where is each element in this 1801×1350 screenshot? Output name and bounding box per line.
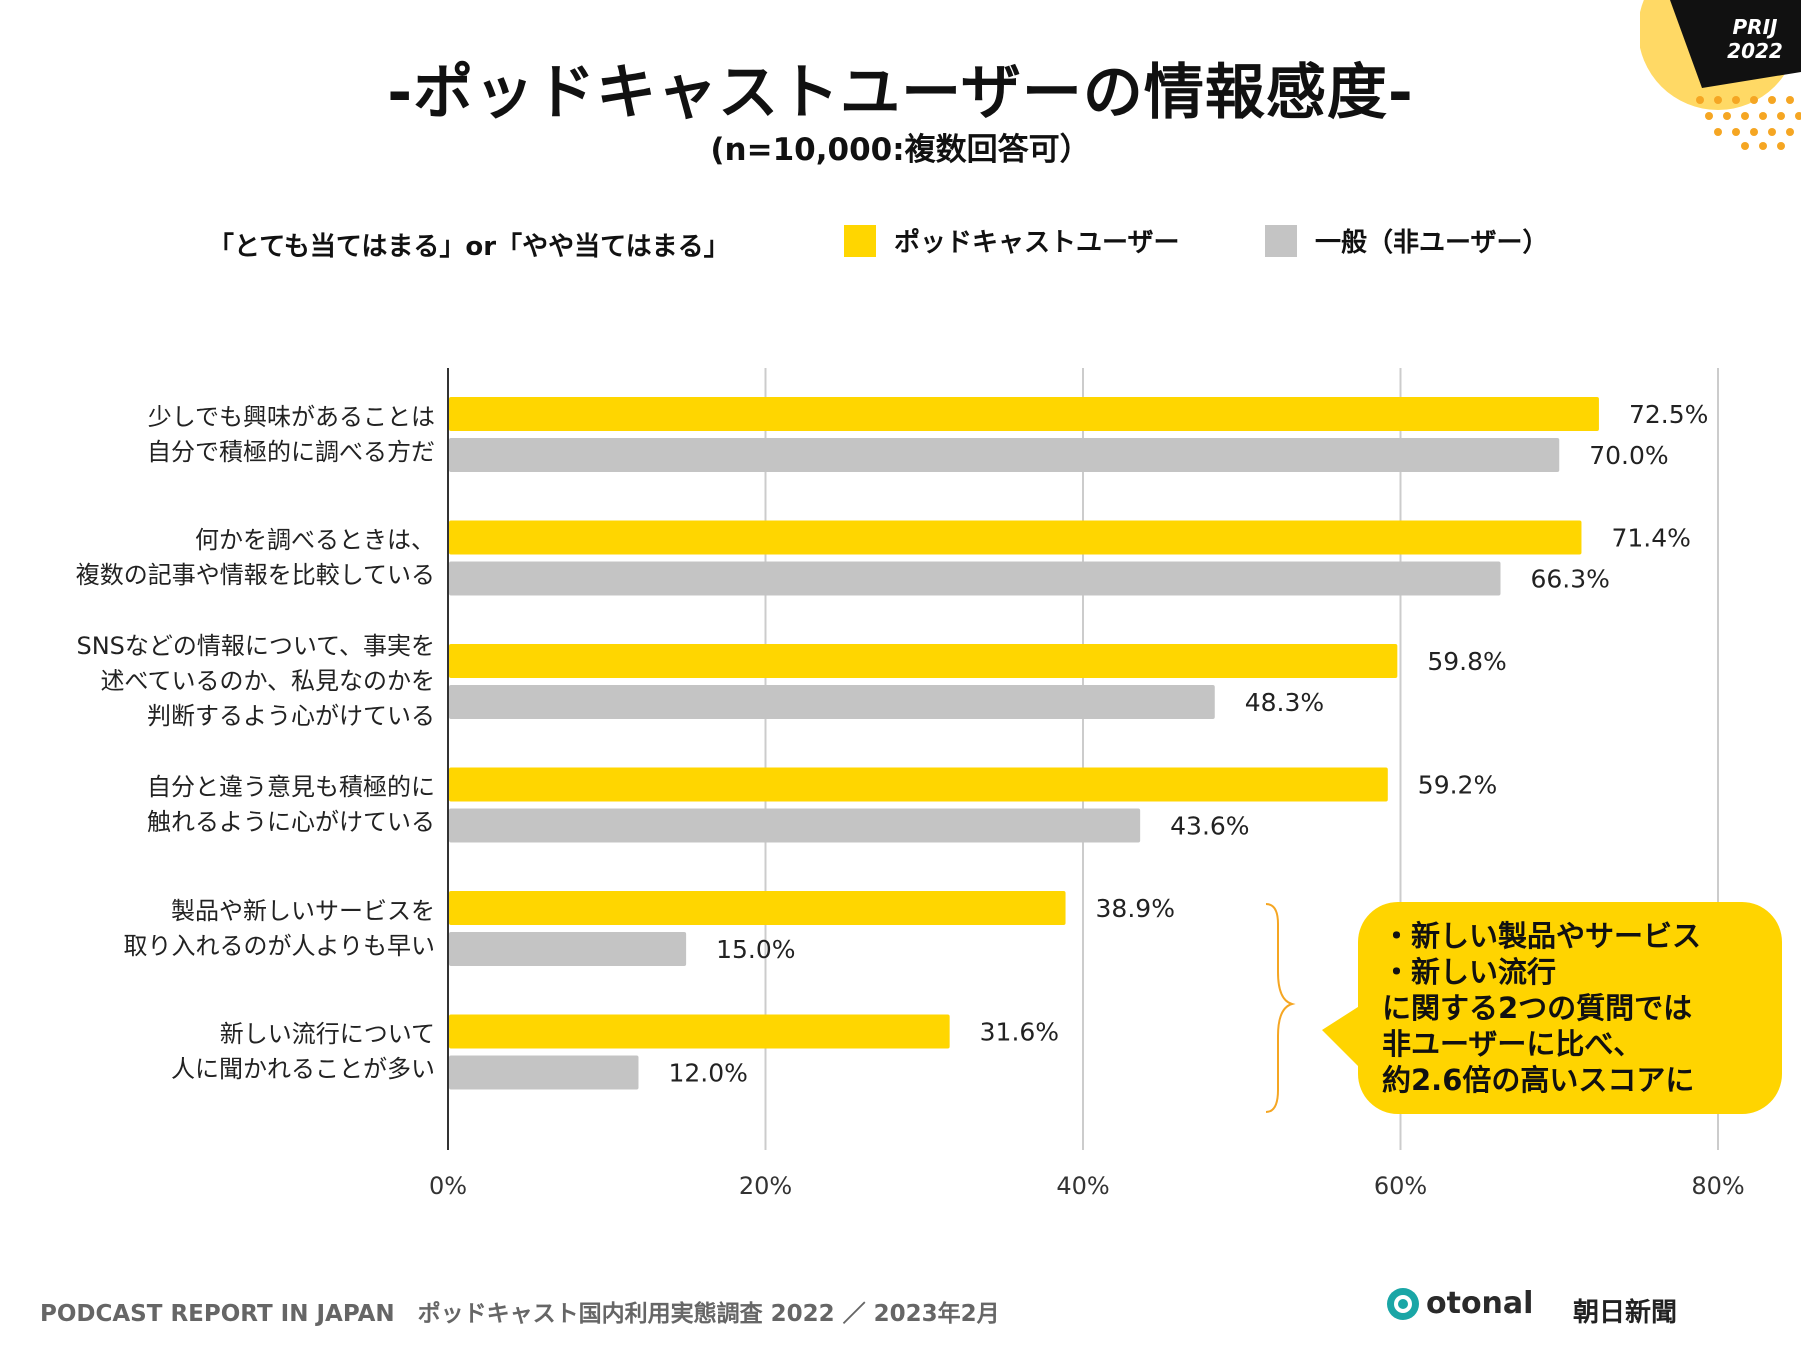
category-label-1: 何かを調べるときは、複数の記事や情報を比較している	[76, 523, 435, 593]
data-label-non-user-3: 43.6%	[1170, 812, 1249, 841]
legend-item-non-user: 一般（非ユーザー）	[1265, 222, 1548, 259]
bar-podcast-user-3	[449, 767, 1388, 802]
data-label-non-user-2: 48.3%	[1245, 688, 1324, 717]
category-label-line: 製品や新しいサービスを	[171, 896, 435, 925]
category-label-0: 少しでも興味があることは 自分で積極的に調べる方だ	[147, 400, 435, 470]
legend-swatch-yellow	[844, 224, 876, 257]
bar-podcast-user-0	[449, 397, 1599, 431]
data-label-podcast-user-1: 71.4%	[1611, 524, 1690, 553]
category-label-line: SNSなどの情報について、事実を	[76, 632, 435, 660]
data-label-podcast-user-2: 59.8%	[1427, 647, 1506, 676]
category-label-line: 判断するよう心がけている	[147, 702, 435, 730]
legend-caption: 「とても当てはまる」or「やや当てはまる」	[208, 232, 730, 262]
category-label-line: 取り入れるのが人よりも早い	[123, 931, 435, 960]
bar-non-user-1	[449, 561, 1501, 596]
footer-text: PODCAST REPORT IN JAPAN ポッドキャスト国内利用実態調査 …	[40, 1301, 1000, 1327]
page-subtitle: (n=10,000:複数回答可）	[710, 132, 1091, 168]
data-label-podcast-user-5: 31.6%	[980, 1018, 1059, 1047]
bar-non-user-5	[449, 1055, 639, 1090]
category-label-3: 自分と違う意見も積極的に 触れるように心がけている	[147, 770, 435, 840]
bar-podcast-user-2	[449, 644, 1398, 678]
data-label-podcast-user-3: 59.2%	[1418, 771, 1497, 800]
badge-line1: PRIJ	[1733, 15, 1779, 39]
data-label-non-user-0: 70.0%	[1589, 441, 1668, 470]
bar-podcast-user-4	[449, 891, 1066, 925]
category-label-4: 製品や新しいサービスを取り入れるのが人よりも早い	[123, 894, 435, 964]
x-tick-label-60: 60%	[1374, 1172, 1427, 1200]
bar-non-user-2	[449, 685, 1215, 719]
bar-non-user-0	[449, 438, 1560, 472]
data-label-non-user-1: 66.3%	[1531, 565, 1610, 594]
bar-non-user-3	[449, 808, 1141, 843]
otonal-logo: otonal	[1386, 1286, 1533, 1321]
callout-box: ・新しい製品やサービス ・新しい流行 に関する2つの質問では 非ユーザーに比べ、…	[1358, 902, 1782, 1114]
callout-line-3: に関する2つの質問では	[1382, 991, 1693, 1025]
category-label-5: 新しい流行について人に聞かれることが多い	[171, 1017, 435, 1087]
bar-podcast-user-1	[449, 520, 1582, 555]
x-tick-label-80: 80%	[1691, 1172, 1744, 1200]
category-label-line: 触れるように心がけている	[147, 808, 435, 836]
legend-label-podcast-user: ポッドキャストユーザー	[894, 228, 1180, 258]
callout-line-4: 非ユーザーに比べ、	[1382, 1027, 1643, 1061]
category-label-line: 人に聞かれることが多い	[171, 1055, 435, 1083]
page-title: -ポッドキャストユーザーの情報感度-	[387, 58, 1414, 128]
category-label-line: 自分で積極的に調べる方だ	[147, 437, 435, 466]
legend-label-non-user: 一般（非ユーザー）	[1315, 228, 1549, 258]
x-tick-label-40: 40%	[1056, 1172, 1109, 1200]
data-label-podcast-user-0: 72.5%	[1629, 400, 1708, 429]
asahi-logo: 朝日新聞	[1573, 1298, 1678, 1328]
callout-line-2: ・新しい流行	[1382, 955, 1557, 989]
category-label-line: 複数の記事や情報を比較している	[75, 561, 435, 589]
data-label-non-user-5: 12.0%	[669, 1059, 748, 1088]
x-tick-label-0: 0%	[429, 1172, 467, 1200]
prij-2022-badge: PRIJ 2022	[1640, 0, 1801, 150]
category-label-line: 少しでも興味があることは	[147, 402, 435, 431]
category-label-line: 新しい流行について	[219, 1020, 435, 1048]
category-label-line: 述べているのか、私見なのかを	[100, 667, 435, 695]
legend-item-podcast-user: ポッドキャストユーザー	[844, 222, 1179, 259]
category-label-line: 自分と違う意見も積極的に	[147, 773, 435, 801]
bar-podcast-user-5	[449, 1014, 950, 1049]
otonal-logo-icon	[1387, 1287, 1419, 1320]
legend-swatch-gray	[1265, 224, 1297, 257]
category-label-line: 何かを調べるときは、	[195, 526, 435, 554]
category-label-2: SNSなどの情報について、事実を述べているのか、私見なのかを判断するよう心がけて…	[76, 629, 435, 734]
data-label-non-user-4: 15.0%	[716, 935, 795, 964]
callout-line-1: ・新しい製品やサービス	[1382, 919, 1702, 953]
data-label-podcast-user-4: 38.9%	[1096, 894, 1175, 923]
callout-line-5: 約2.6倍の高いスコアに	[1382, 1063, 1695, 1097]
bar-non-user-4	[449, 932, 687, 966]
otonal-logo-text: otonal	[1426, 1286, 1534, 1321]
badge-line2: 2022	[1727, 39, 1783, 63]
x-tick-label-20: 20%	[739, 1172, 792, 1200]
